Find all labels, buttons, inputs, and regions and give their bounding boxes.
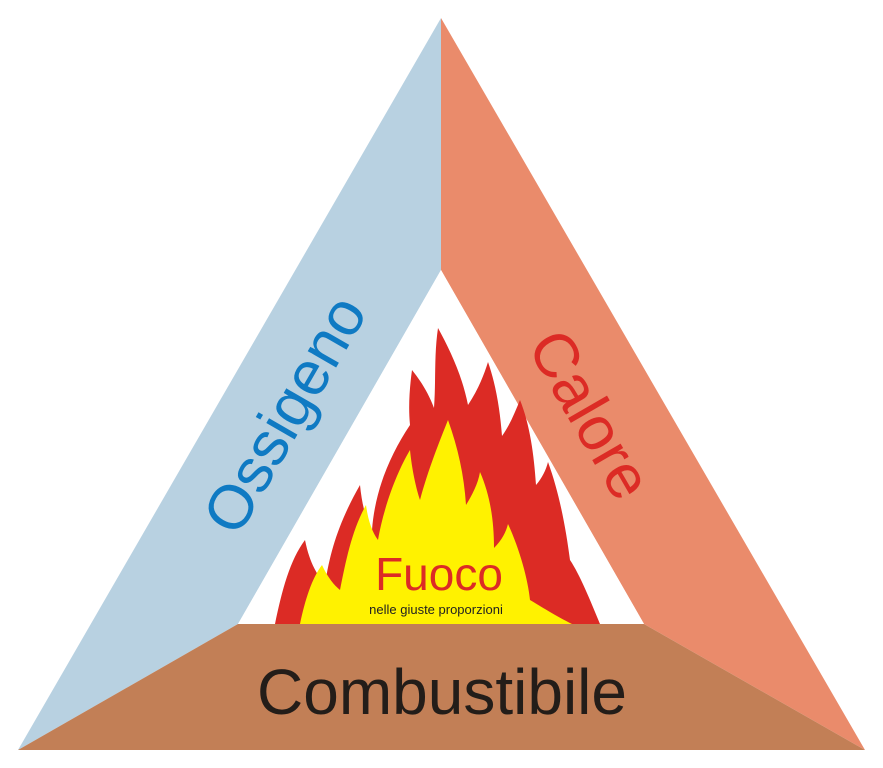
fuel-label: Combustibile <box>257 656 627 728</box>
heat-side <box>441 18 865 750</box>
flame-inner-icon <box>300 420 572 624</box>
oxygen-side <box>18 18 441 750</box>
fuel-side <box>18 624 865 750</box>
fire-title: Fuoco <box>375 548 503 600</box>
fire-subtitle: nelle giuste proporzioni <box>369 602 503 617</box>
